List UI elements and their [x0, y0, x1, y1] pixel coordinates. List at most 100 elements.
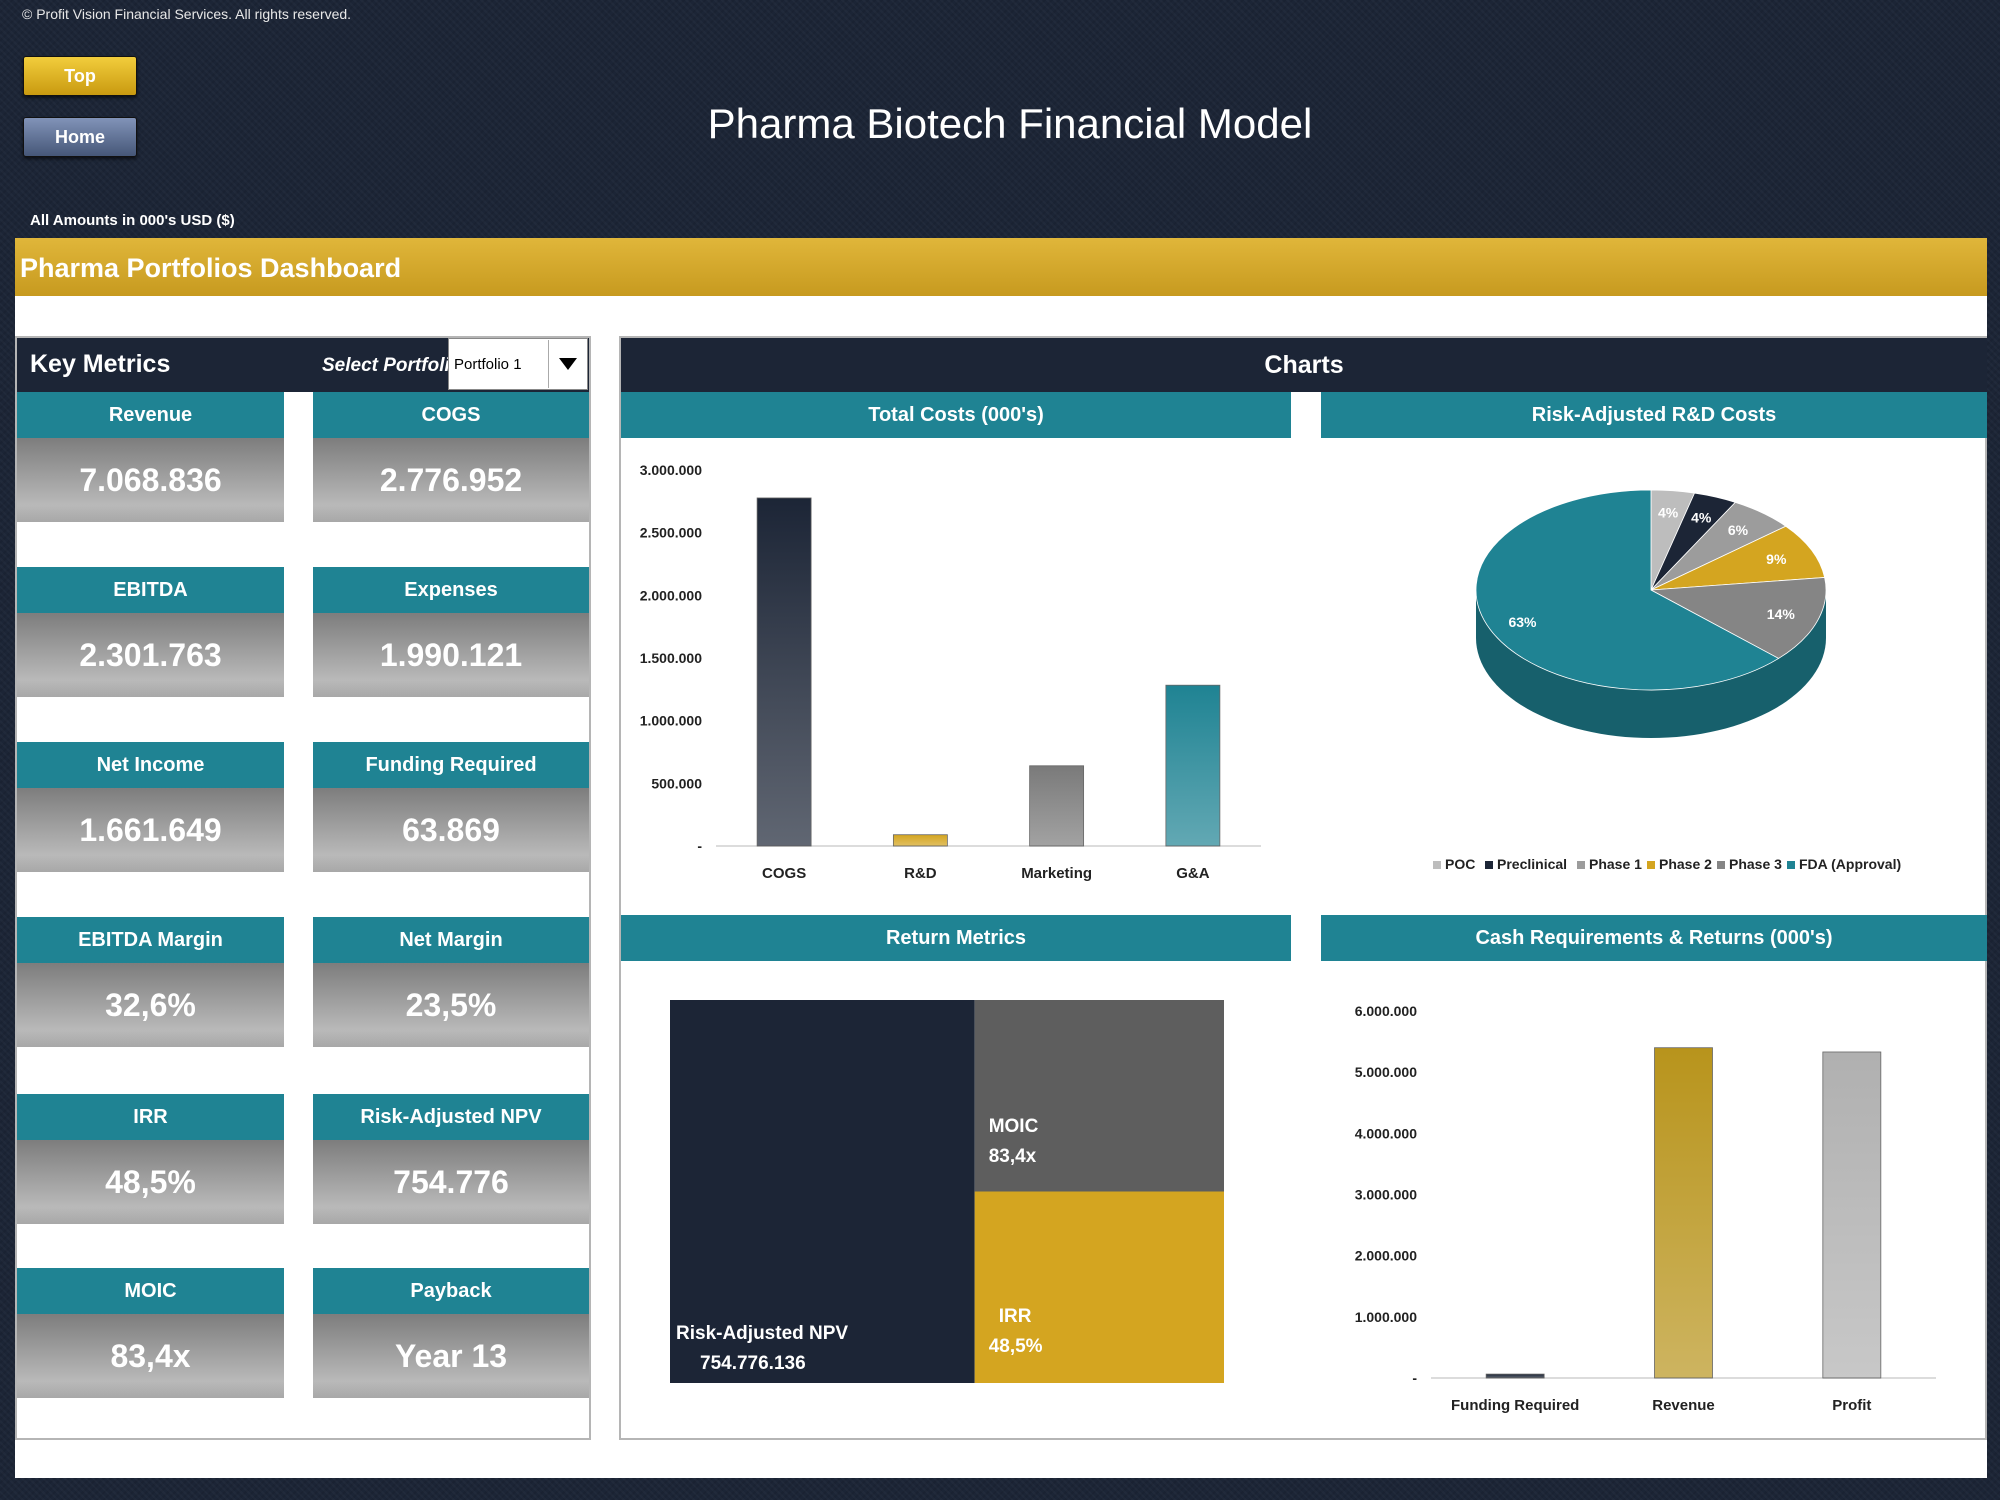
metric-card-funding-required: Funding Required 63.869: [313, 742, 589, 872]
x-tick-label: R&D: [904, 865, 937, 882]
metric-label: EBITDA Margin: [17, 917, 284, 963]
dashboard-title: Pharma Portfolios Dashboard: [20, 253, 402, 283]
metric-card-ebitda-margin: EBITDA Margin 32,6%: [17, 917, 284, 1047]
portfolio-select-value: Portfolio 1: [454, 355, 522, 373]
app-title: Pharma Biotech Financial Model: [707, 100, 1313, 147]
metric-label: IRR: [17, 1094, 284, 1140]
metric-label: Revenue: [17, 392, 284, 438]
copyright-notice: © Profit Vision Financial Services. All …: [22, 6, 352, 22]
metric-card-irr: IRR 48,5%: [17, 1094, 284, 1224]
treemap-cell-risk-adjusted-npv: [670, 1000, 975, 1383]
metric-value: 83,4x: [17, 1314, 284, 1398]
y-tick-label: 1.000.000: [1355, 1309, 1417, 1325]
x-tick-label: Funding Required: [1451, 1397, 1579, 1414]
pie-slice-phase-3: [1649, 577, 1827, 659]
return-metrics-chart-title: Return Metrics: [621, 915, 1291, 961]
metric-value: 32,6%: [17, 963, 284, 1047]
legend-label: Preclinical: [1497, 856, 1567, 872]
metric-value: 1.990.121: [313, 613, 589, 697]
bar-cogs: [756, 497, 812, 847]
pie-value-label: 4%: [1691, 509, 1712, 525]
metric-label: COGS: [313, 392, 589, 438]
rd-costs-pie-chart: 4% 4% 6% 9% 14% 63% POC Preclinical Phase 1 Phase…: [1433, 489, 1901, 872]
y-tick-label: 3.000.000: [1355, 1187, 1417, 1203]
metric-value: Year 13: [313, 1314, 589, 1398]
metric-label: Funding Required: [313, 742, 589, 788]
total-costs-chart: - 500.000 1.000.000 1.500.000 2.000.000 2.500…: [640, 462, 1261, 882]
metric-card-risk-adjusted-npv: Risk-Adjusted NPV 754.776: [313, 1094, 589, 1224]
bar-marketing: [1029, 765, 1085, 847]
y-tick-label: 2.500.000: [640, 525, 702, 541]
select-portfolio-label: Select Portfolio: [322, 355, 462, 376]
x-tick-label: COGS: [762, 865, 806, 882]
y-tick-label: 1.000.000: [640, 713, 702, 729]
metric-label: Expenses: [313, 567, 589, 613]
pie-value-label: 4%: [1658, 505, 1679, 521]
metric-label: Net Income: [17, 742, 284, 788]
legend-label: Phase 3: [1729, 856, 1782, 872]
y-tick-label: 500.000: [651, 775, 702, 791]
treemap-cell-moic: [974, 1000, 1224, 1192]
metric-value: 48,5%: [17, 1140, 284, 1224]
metric-value: 63.869: [313, 788, 589, 872]
top-button[interactable]: Top: [23, 56, 137, 96]
chevron-down-icon: [558, 358, 577, 370]
legend-swatch: [1787, 861, 1795, 869]
x-tick-label: Revenue: [1652, 1397, 1715, 1414]
metric-value: 1.661.649: [17, 788, 284, 872]
pie-value-label: 6%: [1728, 522, 1749, 538]
metric-card-net-income: Net Income 1.661.649: [17, 742, 284, 872]
total-costs-chart-title: Total Costs (000's): [621, 392, 1291, 438]
x-tick-label: G&A: [1176, 865, 1210, 882]
metric-label: MOIC: [17, 1268, 284, 1314]
metric-card-net-margin: Net Margin 23,5%: [313, 917, 589, 1047]
metric-value: 7.068.836: [17, 438, 284, 522]
dashboard-title-bar: [15, 238, 1987, 296]
legend-swatch: [1433, 861, 1441, 869]
legend-label: FDA (Approval): [1799, 856, 1901, 872]
treemap-cell-irr: [974, 1191, 1224, 1383]
pie-legend: POC Preclinical Phase 1 Phase 2 Phase 3 FDA (…: [1433, 856, 1901, 872]
metric-value: 754.776: [313, 1140, 589, 1224]
treemap-value: 48,5%: [989, 1336, 1043, 1357]
pie-slice-fda-approval: [1475, 489, 1780, 691]
home-button[interactable]: Home: [23, 117, 137, 157]
legend-swatch: [1485, 861, 1493, 869]
legend-label: Phase 2: [1659, 856, 1712, 872]
y-tick-label: -: [697, 838, 702, 854]
y-tick-label: 5.000.000: [1355, 1064, 1417, 1080]
bar-r-d: [892, 834, 948, 847]
pie-value-label: 14%: [1767, 606, 1796, 622]
bar-g-a: [1165, 684, 1221, 847]
treemap-label: Risk-Adjusted NPV: [676, 1323, 848, 1344]
legend-swatch: [1717, 861, 1725, 869]
metric-card-expenses: Expenses 1.990.121: [313, 567, 589, 697]
bar-profit: [1822, 1051, 1882, 1379]
treemap-value: 754.776.136: [700, 1353, 806, 1374]
y-tick-label: -: [1412, 1370, 1417, 1386]
y-tick-label: 2.000.000: [1355, 1248, 1417, 1264]
charts-title: Charts: [1264, 351, 1344, 379]
x-tick-label: Marketing: [1021, 865, 1092, 882]
y-tick-label: 2.000.000: [640, 587, 702, 603]
pie-slice-phase-2: [1650, 525, 1826, 591]
metric-value: 2.776.952: [313, 438, 589, 522]
legend-swatch: [1647, 861, 1655, 869]
treemap-value: 83,4x: [989, 1146, 1037, 1167]
metric-card-ebitda: EBITDA 2.301.763: [17, 567, 284, 697]
key-metrics-title: Key Metrics: [30, 350, 171, 378]
bar-revenue: [1654, 1047, 1713, 1379]
y-tick-label: 6.000.000: [1355, 1003, 1417, 1019]
cash-requirements-chart: - 1.000.000 2.000.000 3.000.000 4.000.000 5.0…: [1355, 1003, 1936, 1414]
metric-label: EBITDA: [17, 567, 284, 613]
portfolio-select-dropdown-button[interactable]: [548, 340, 586, 388]
legend-label: Phase 1: [1589, 856, 1642, 872]
metric-card-payback: Payback Year 13: [313, 1268, 589, 1398]
bar-funding-required: [1485, 1373, 1545, 1379]
metric-value: 23,5%: [313, 963, 589, 1047]
treemap-label: MOIC: [989, 1116, 1039, 1137]
metric-card-cogs: COGS 2.776.952: [313, 392, 589, 522]
metric-label: Payback: [313, 1268, 589, 1314]
y-tick-label: 4.000.000: [1355, 1125, 1417, 1141]
charts-header: [621, 338, 1987, 392]
